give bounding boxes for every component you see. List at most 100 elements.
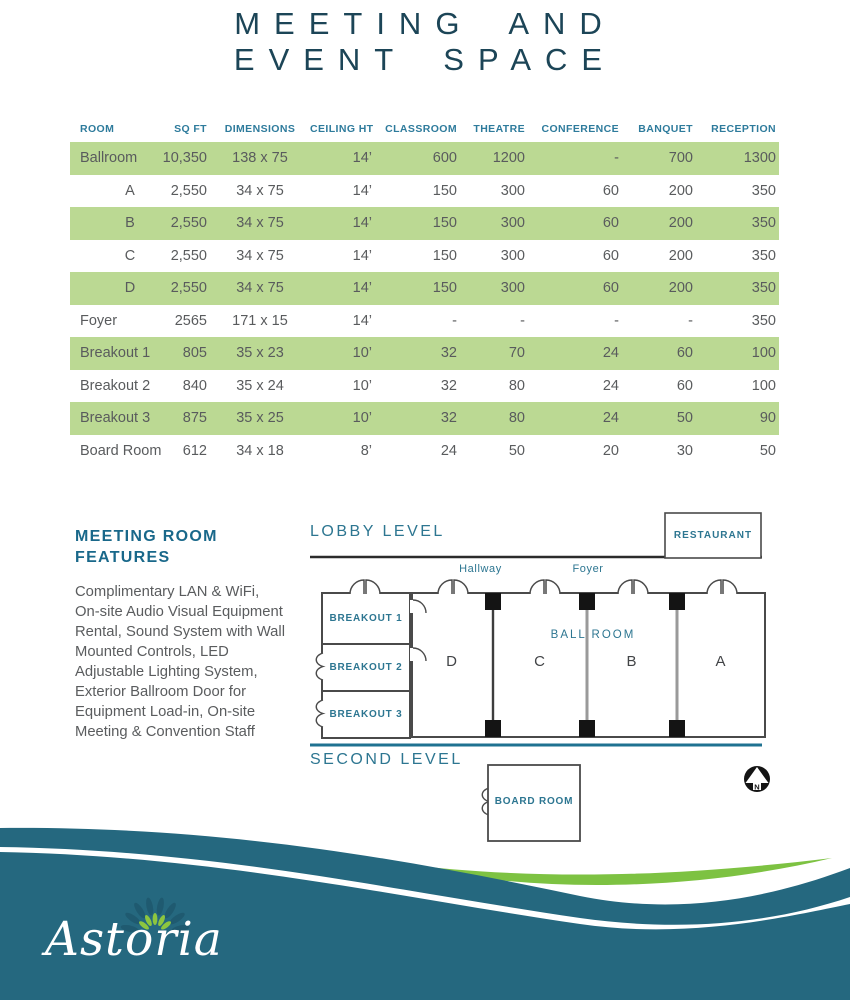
value-cell: 60 [602, 215, 619, 231]
second-level-label: SECOND LEVEL [310, 751, 463, 768]
value-cell: 1300 [743, 150, 776, 166]
value-cell: 2,550 [170, 215, 207, 231]
value-cell: 350 [751, 215, 776, 231]
logo-starburst-icon [120, 897, 190, 933]
value-cell: 2565 [174, 312, 207, 329]
value-cell: 60 [676, 377, 693, 394]
value-cell: 10’ [352, 377, 372, 394]
value-cell: 150 [432, 280, 457, 296]
table-row: A 2,550 34 x 75 14’ 150 300 60 200 350 [70, 175, 779, 208]
value-cell: 35 x 24 [236, 377, 284, 394]
value-cell: 14’ [352, 215, 372, 231]
value-cell: 32 [440, 410, 457, 426]
value-cell: 150 [432, 215, 457, 231]
lobby-level-label: LOBBY LEVEL [310, 523, 445, 540]
value-cell: 32 [440, 345, 457, 361]
value-cell: 14’ [352, 247, 372, 264]
ballroom-label: BALL ROOM [550, 629, 636, 641]
value-cell: 300 [500, 247, 525, 264]
wave-graphic [0, 827, 850, 1000]
value-cell: 100 [751, 377, 776, 394]
col-header-dimensions: DIMENSIONS [224, 123, 296, 135]
room-name-cell: A [125, 182, 135, 199]
footer-wave [0, 820, 850, 1000]
value-cell: 100 [751, 345, 776, 361]
col-header-banquet: BANQUET [638, 123, 693, 135]
value-cell: 350 [751, 312, 776, 329]
value-cell: 138 x 75 [232, 150, 288, 166]
room-name-cell: Breakout 1 [80, 345, 151, 361]
table-row: Breakout 3 875 35 x 25 10’ 32 80 24 50 90 [70, 402, 779, 435]
col-header-reception: RECEPTION [711, 123, 776, 135]
features-heading: MEETING ROOM FEATURES [75, 528, 218, 566]
col-header-room: ROOM [80, 123, 115, 135]
value-cell: 34 x 75 [236, 280, 284, 296]
table-row: Breakout 1 805 35 x 23 10’ 32 70 24 60 100 [70, 337, 779, 370]
breakout1-label: BREAKOUT 1 [329, 613, 403, 624]
value-cell: 2,550 [170, 247, 207, 264]
green-swoosh [400, 858, 832, 886]
value-cell: 350 [751, 280, 776, 296]
value-cell: 2,550 [170, 182, 207, 199]
page-title-line1: MEETING AND [234, 6, 616, 41]
floor-plan: N LOBBY LEVEL RESTAURANT Hallway Foyer B… [300, 505, 785, 850]
value-cell: 200 [668, 215, 693, 231]
col-header-ceiling: CEILING HT [310, 123, 374, 135]
single-door-icons [410, 599, 427, 662]
breakout2-label: BREAKOUT 2 [329, 662, 403, 673]
teal-body [0, 852, 850, 1000]
col-header-theatre: THEATRE [473, 123, 525, 135]
col-header-sqft: SQ FT [174, 123, 207, 135]
value-cell: 612 [182, 442, 207, 459]
floor-plan-drawing: N [310, 512, 770, 842]
value-cell: 1200 [492, 150, 525, 166]
room-name-cell: C [124, 247, 136, 264]
boardroom-outline [487, 764, 581, 842]
value-cell: 50 [508, 442, 525, 459]
restaurant-room-outline [664, 512, 762, 559]
page-title-line2: EVENT SPACE [233, 42, 617, 77]
value-cell: 32 [440, 377, 457, 394]
features-body: Complimentary LAN & WiFi, On-site Audio … [75, 584, 285, 740]
breakout3-label: BREAKOUT 3 [329, 709, 403, 720]
hotel-logo: Astoria [45, 912, 223, 967]
pillar-squares [485, 593, 685, 737]
value-cell: 24 [440, 442, 457, 459]
value-cell: 14’ [352, 182, 372, 199]
foyer-label: Foyer [572, 563, 604, 575]
double-door-icons [349, 579, 738, 596]
restaurant-label: RESTAURANT [673, 530, 753, 541]
room-name-cell: Ballroom [80, 150, 138, 166]
ballroom-section-a: A [715, 653, 727, 670]
value-cell: - [688, 312, 693, 329]
value-cell: 24 [602, 410, 619, 426]
value-cell: - [520, 312, 525, 329]
value-cell: 60 [676, 345, 693, 361]
value-cell: 171 x 15 [232, 312, 288, 329]
value-cell: 34 x 18 [236, 442, 284, 459]
value-cell: 34 x 75 [236, 182, 284, 199]
value-cell: 60 [602, 182, 619, 199]
value-cell: 10’ [352, 410, 372, 426]
value-cell: 200 [668, 247, 693, 264]
value-cell: 350 [751, 247, 776, 264]
value-cell: 805 [182, 345, 207, 361]
value-cell: 14’ [352, 280, 372, 296]
spec-table: ROOM SQ FT DIMENSIONS CEILING HT CLASSRO… [70, 116, 779, 467]
meeting-room-features: MEETING ROOM FEATURES Complimentary LAN … [75, 526, 287, 742]
room-name-cell: Foyer [80, 312, 118, 329]
table-row: Ballroom 10,350 138 x 75 14’ 600 1200 - 700 1300 [70, 142, 779, 175]
ballroom-section-c: C [534, 653, 546, 670]
table-row: D 2,550 34 x 75 14’ 150 300 60 200 350 [70, 272, 779, 305]
value-cell: 80 [508, 377, 525, 394]
value-cell: 875 [182, 410, 207, 426]
value-cell: 34 x 75 [236, 215, 284, 231]
value-cell: 35 x 25 [236, 410, 284, 426]
boardroom-label: BOARD ROOM [494, 796, 574, 807]
room-name-cell: Board Room [80, 442, 162, 459]
breakout1-outline [321, 592, 411, 645]
value-cell: 2,550 [170, 280, 207, 296]
table-row: C 2,550 34 x 75 14’ 150 300 60 200 350 [70, 240, 779, 273]
ballroom-section-b: B [626, 653, 638, 670]
table-row: Breakout 2 840 35 x 24 10’ 32 80 24 60 100 [70, 370, 779, 403]
